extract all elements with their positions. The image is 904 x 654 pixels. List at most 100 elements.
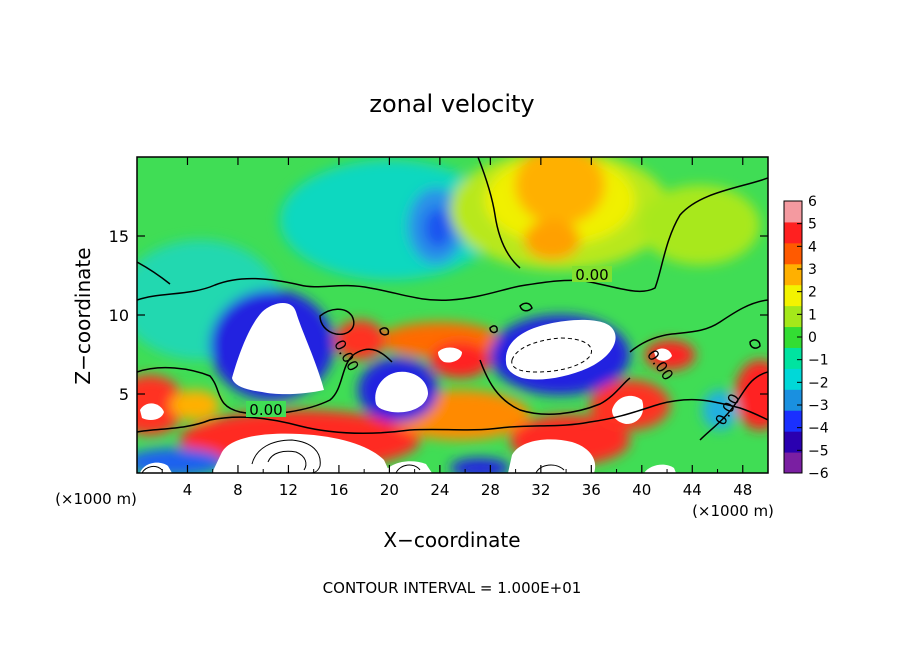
- colorbar-tick-label: −3: [808, 398, 829, 414]
- blue-core-inner: [424, 208, 452, 248]
- colorbar-segment: [784, 221, 802, 244]
- colorbar-tick-label: 0: [808, 330, 817, 346]
- off-scale-regions: [140, 302, 676, 473]
- contour-zero-center: [479, 359, 631, 415]
- red-region-lowleft2: [170, 390, 220, 420]
- white-region-bottom-edge1: [384, 461, 432, 473]
- colorbar: 6 5 4 3 2 1 0 −1 −2 −3 −4 −5 −6: [783, 194, 829, 482]
- plot-area: 0.00 0.00 0.00 0.00 0.00: [137, 157, 768, 473]
- contour-pos-bottom-edge1: [141, 465, 163, 473]
- white-region-left: [232, 302, 324, 395]
- x-tick-label: 8: [233, 481, 243, 499]
- colorbar-segment: [784, 368, 802, 390]
- y-tick-label: 10: [109, 306, 129, 325]
- colorbar-tick-label: 2: [808, 285, 817, 301]
- colorbar-tick-label: −2: [808, 375, 829, 391]
- contour-zero-leftedge: [137, 261, 171, 285]
- white-region-mid: [375, 371, 428, 413]
- colorbar-tick-label: −1: [808, 353, 829, 369]
- contour-zero-small5: [519, 302, 533, 312]
- blue-band-bottom2: [450, 458, 510, 473]
- white-region-right: [505, 319, 616, 380]
- contour-zero-mid: [137, 348, 393, 415]
- contour-label: 0.00: [249, 401, 282, 419]
- x-tick-label: 48: [733, 481, 752, 499]
- contour-pos-bottom-edge3: [535, 464, 565, 473]
- x-tick-label: 28: [481, 481, 500, 499]
- white-blob-b: [654, 348, 672, 361]
- colorbar-segment: [784, 347, 802, 369]
- contour-interval-footer: CONTOUR INTERVAL = 1.000E+01: [323, 579, 582, 597]
- contour-pos-bottom-left-inner: [267, 450, 307, 471]
- x-axis-label: X−coordinate: [383, 528, 520, 552]
- contour-label: 0.00: [575, 266, 608, 284]
- colorbar-segment: [784, 305, 802, 328]
- contour-zero-small2: [379, 327, 390, 336]
- x-tick-label: 24: [430, 481, 449, 499]
- blue-band-bottom: [137, 448, 225, 473]
- x-tick-label: 36: [582, 481, 601, 499]
- blue-blob-right: [702, 390, 738, 430]
- x-tick-label: 32: [531, 481, 550, 499]
- white-region-bottom-left: [212, 433, 390, 473]
- x-unit-left: (×1000 m): [55, 490, 137, 508]
- colorbar-tick-label: 6: [808, 194, 817, 210]
- contour-zero-small4: [749, 339, 761, 349]
- x-tick-label: 20: [380, 481, 399, 499]
- colorbar-segment: [784, 410, 802, 432]
- colorbar-tick-label: 3: [808, 262, 817, 278]
- colorbar-segment: [784, 452, 802, 474]
- x-tick-label: 16: [329, 481, 348, 499]
- colorbar-segment: [784, 326, 802, 348]
- chart-title: zonal velocity: [369, 90, 534, 118]
- red-region-lowleft: [137, 375, 185, 435]
- colorbar-segment: [784, 242, 802, 265]
- colorbar-segment: [784, 389, 802, 411]
- contour-lines: [137, 157, 768, 473]
- colorbar-tick-label: 4: [808, 239, 817, 255]
- red-blob-a: [430, 342, 490, 378]
- contour-zero-upper: [137, 177, 768, 302]
- white-region-bottom-mid: [508, 439, 596, 473]
- colorbar-segment: [784, 263, 802, 286]
- colorbar-segment: [784, 201, 802, 223]
- contour-neg-center-dashed: [511, 337, 592, 373]
- x-tick-label: 4: [183, 481, 193, 499]
- contour-zero-right: [629, 299, 768, 353]
- y-axis-label: Z−coordinate: [71, 247, 95, 384]
- y-axis: 5 10 15: [109, 227, 768, 404]
- contour-zero-small3: [489, 325, 498, 334]
- white-region-bottom-edge2: [140, 462, 172, 473]
- colorbar-tick-label: 1: [808, 307, 817, 323]
- colorbar-tick-label: −6: [808, 466, 829, 482]
- white-region-bottom-left2: [140, 403, 164, 420]
- x-tick-label: 12: [279, 481, 298, 499]
- white-region-bottom-edge3: [644, 464, 676, 473]
- contour-pos-bottom-left: [251, 439, 321, 473]
- contour-zero-lower: [137, 398, 768, 435]
- yellow-region-right: [640, 185, 760, 265]
- colorbar-segment: [784, 431, 802, 453]
- x-tick-label: 40: [632, 481, 651, 499]
- contour-label-bg-2: [572, 266, 612, 282]
- red-region-rightedge: [735, 360, 768, 430]
- orange-core-top2: [524, 220, 580, 260]
- colorbar-tick-label: −5: [808, 443, 829, 459]
- x-tick-label: 44: [683, 481, 702, 499]
- contour-pos-bottom-edge2: [395, 464, 421, 473]
- contour-zero-right2: [699, 371, 768, 441]
- colorbar-tick-label: −4: [808, 421, 829, 437]
- y-tick-label: 5: [119, 385, 129, 404]
- x-axis: 4 8 12 16 20 24 28 32 36 40 44 48: [161, 157, 752, 499]
- colorbar-segment: [784, 284, 802, 307]
- contour-zero-small1: [319, 308, 355, 336]
- contour-label-bg-1: [246, 401, 286, 417]
- orange-core-top: [515, 157, 605, 225]
- x-unit-right: (×1000 m): [692, 502, 774, 520]
- contour-zero-top: [477, 157, 521, 269]
- y-tick-label: 15: [109, 227, 129, 246]
- white-blob-a: [438, 347, 462, 363]
- white-region-bottom-right: [612, 395, 644, 424]
- colorbar-tick-label: 5: [808, 217, 817, 233]
